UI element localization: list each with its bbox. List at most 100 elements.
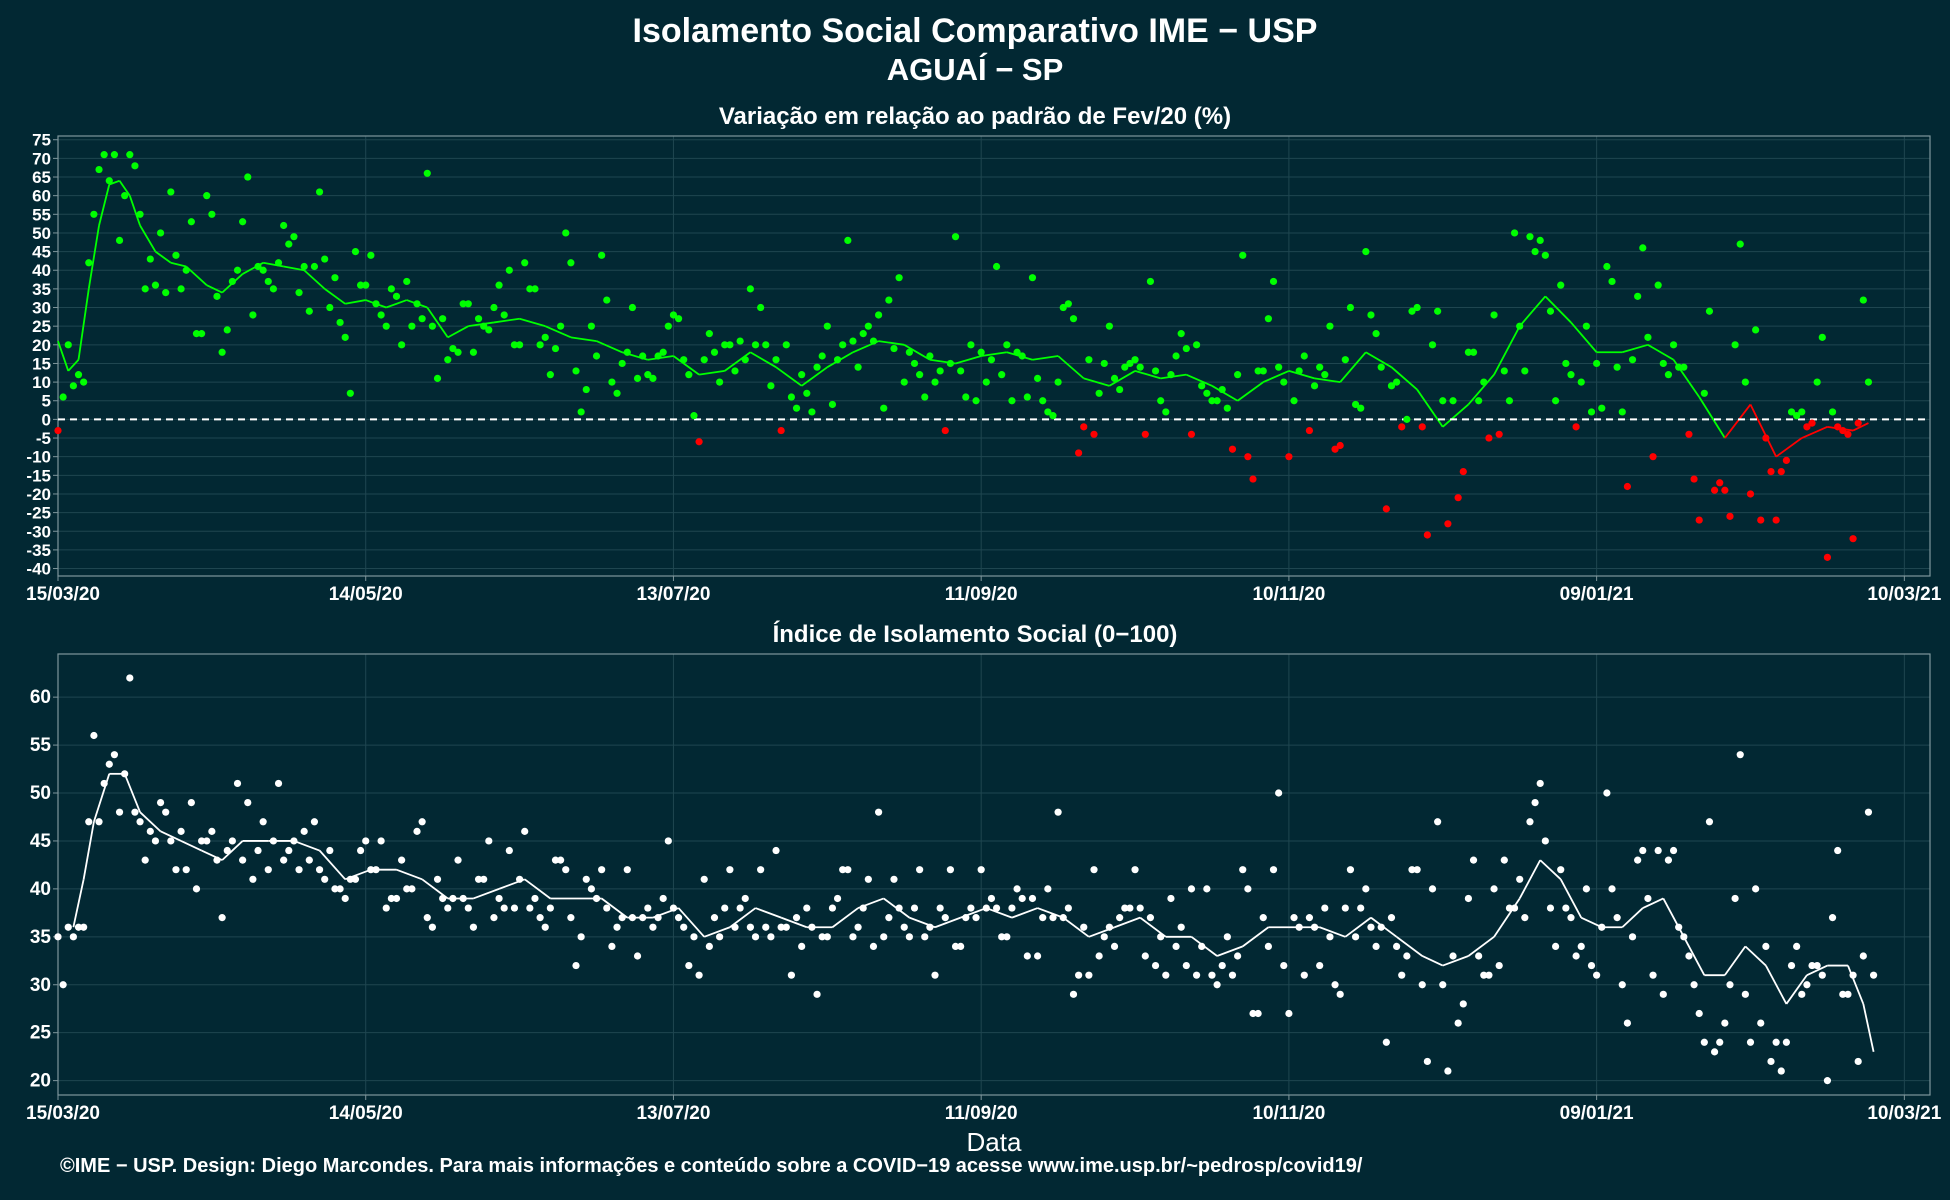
trend-segment (170, 261, 187, 268)
data-point (1485, 971, 1493, 979)
data-point (998, 371, 1006, 379)
x-tick-label: 11/09/20 (945, 1103, 1018, 1124)
y-tick-label: 65 (32, 168, 51, 187)
data-point (1516, 875, 1524, 883)
data-point (187, 798, 195, 807)
data-point (403, 885, 411, 893)
data-point (336, 318, 344, 327)
data-point (972, 914, 980, 922)
data-point (1300, 971, 1308, 979)
data-point (1828, 408, 1837, 416)
data-point (1449, 952, 1457, 960)
data-point (315, 866, 324, 874)
data-point (382, 904, 390, 912)
data-point (1172, 352, 1180, 360)
data-point (213, 856, 221, 864)
plot-frame (57, 653, 1931, 1096)
data-point (1700, 389, 1708, 397)
data-point (1767, 1057, 1775, 1066)
data-point (1469, 348, 1478, 356)
data-point (536, 341, 544, 349)
y-tick-label: 5 (42, 392, 51, 411)
y-tick-label: -15 (26, 466, 51, 485)
trend-segment (82, 821, 95, 880)
data-point (905, 933, 913, 941)
trend-segment (1647, 344, 1675, 361)
data-point (639, 352, 647, 360)
data-point (1192, 971, 1201, 979)
data-point (1234, 371, 1242, 379)
data-point (1654, 281, 1662, 289)
data-point (1613, 363, 1621, 371)
data-point (1090, 430, 1098, 438)
data-point (126, 151, 134, 159)
data-point (459, 300, 467, 308)
data-point (787, 393, 796, 401)
data-point (557, 856, 565, 864)
trend-segment (1493, 325, 1521, 376)
data-point (167, 188, 175, 196)
data-point (1377, 923, 1385, 931)
data-point (1131, 866, 1139, 874)
data-point (1398, 423, 1406, 431)
data-point (198, 837, 206, 845)
data-point (644, 904, 652, 912)
data-point (428, 923, 436, 931)
trend-segment (1852, 422, 1869, 432)
trend-segment (1037, 907, 1064, 919)
data-point (1280, 961, 1288, 970)
data-point (331, 274, 339, 282)
data-point (1839, 990, 1847, 998)
data-point (1510, 904, 1519, 912)
y-tick-label: -10 (26, 448, 51, 467)
data-point (480, 322, 488, 330)
data-point (690, 412, 698, 420)
data-point (526, 285, 534, 293)
data-point (1249, 475, 1257, 483)
data-point (1526, 233, 1534, 241)
data-point (551, 856, 560, 864)
data-point (782, 341, 790, 349)
trend-segment (77, 288, 90, 360)
data-point (203, 837, 211, 845)
data-point (1685, 952, 1693, 960)
trend-segment (1775, 437, 1803, 458)
data-point (131, 808, 139, 816)
data-point (541, 923, 549, 931)
chart-title: Isolamento Social Comparativo IME − USP (632, 12, 1318, 50)
data-point (721, 341, 729, 349)
data-point (787, 971, 796, 979)
trend-segment (139, 811, 162, 833)
trend-segment (934, 916, 961, 929)
data-point (864, 322, 872, 330)
data-point (1562, 904, 1570, 912)
data-point (341, 894, 349, 903)
data-point (398, 341, 406, 349)
data-point (628, 914, 637, 922)
trend-segment (1544, 295, 1572, 324)
data-point (136, 210, 144, 218)
data-point (156, 798, 165, 807)
data-point (910, 904, 919, 912)
data-point (151, 281, 160, 289)
trend-segment (324, 288, 346, 305)
data-point (218, 348, 226, 356)
data-point (203, 192, 211, 200)
data-point (639, 914, 647, 922)
data-point (177, 827, 185, 835)
data-point (428, 322, 436, 330)
data-point (1705, 307, 1714, 315)
trend-segment (447, 325, 469, 339)
data-point (1864, 808, 1873, 816)
data-point (192, 330, 201, 338)
data-point (321, 875, 329, 883)
data-point (1110, 374, 1119, 382)
data-point (1490, 885, 1498, 893)
data-point (1757, 1019, 1765, 1027)
data-point (710, 914, 719, 922)
data-point (280, 221, 288, 230)
data-point (1716, 479, 1724, 487)
data-point (669, 904, 678, 912)
data-point (105, 177, 113, 185)
data-point (762, 341, 770, 349)
